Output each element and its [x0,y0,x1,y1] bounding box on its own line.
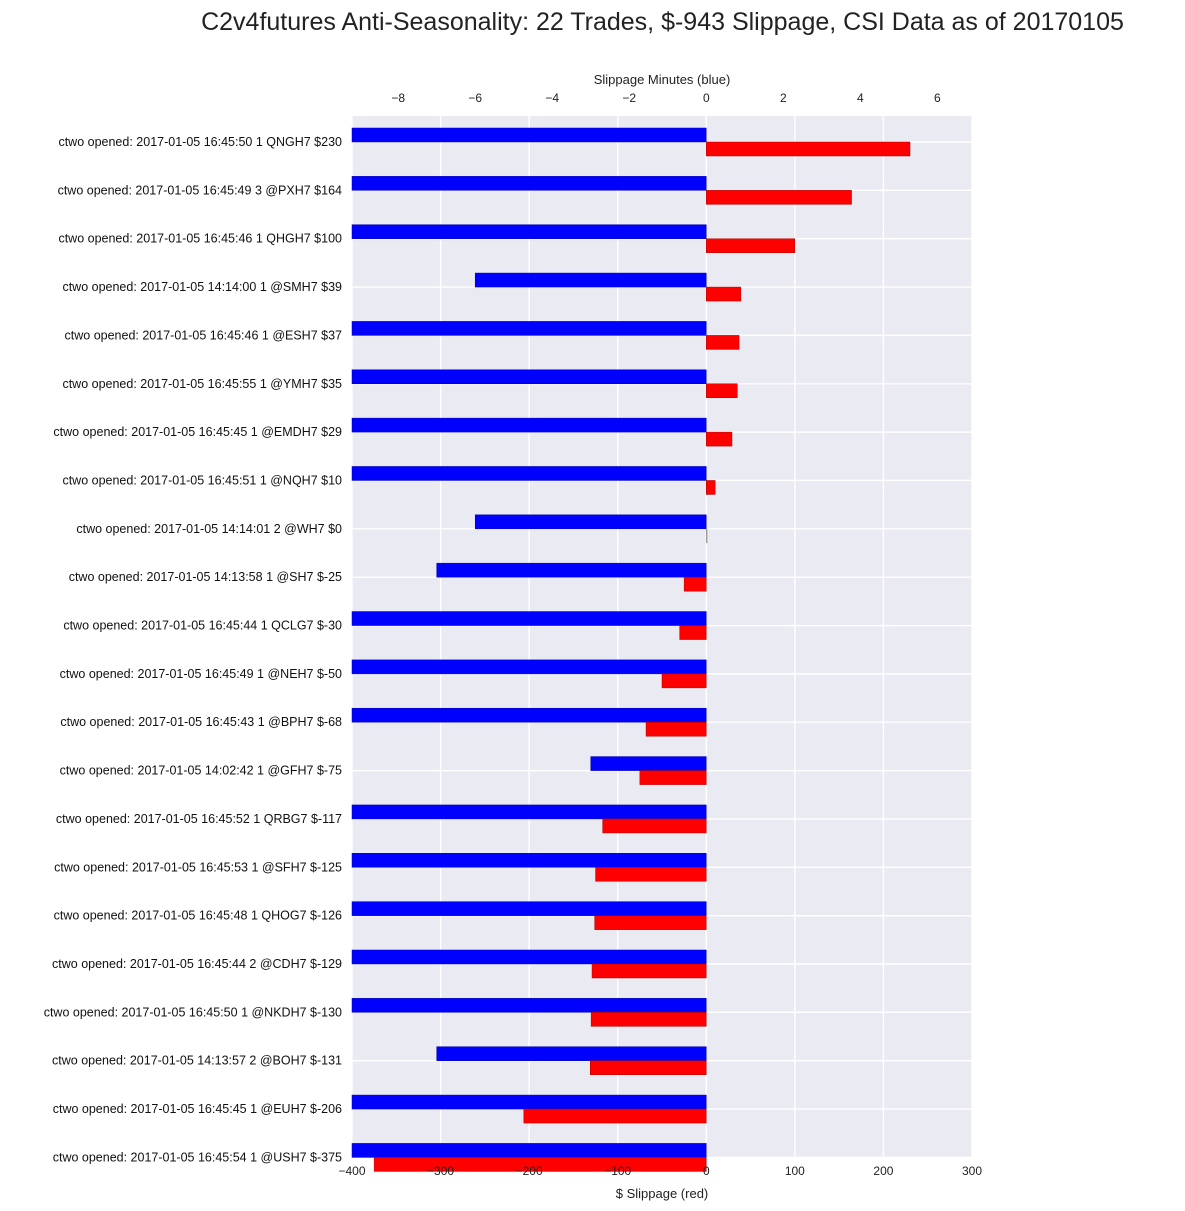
bar-slippage-3 [706,286,742,302]
bottom-tick-label-3: −100 [604,1164,631,1178]
bar-minutes-2 [351,224,707,239]
top-tick-label-6: 4 [857,91,864,105]
bar-slippage-11 [661,673,707,689]
category-label-15: ctwo opened: 2017-01-05 16:45:53 1 @SFH7… [54,860,342,874]
bottom-tick-label-2: −200 [516,1164,543,1178]
bar-minutes-0 [351,127,707,143]
bar-slippage-5 [706,383,738,399]
bar-slippage-8 [706,528,708,544]
bar-minutes-7 [351,466,707,481]
bar-slippage-17 [591,963,707,979]
category-label-13: ctwo opened: 2017-01-05 14:02:42 1 @GFH7… [60,764,342,778]
top-tick-label-3: −2 [622,91,636,105]
bar-slippage-16 [594,915,707,930]
category-label-5: ctwo opened: 2017-01-05 16:45:55 1 @YMH7… [62,377,342,391]
bar-slippage-4 [706,335,740,350]
bar-slippage-2 [706,238,796,253]
bar-slippage-13 [639,770,707,785]
bar-minutes-14 [351,804,707,820]
top-tick-label-2: −4 [545,91,559,105]
category-label-18: ctwo opened: 2017-01-05 16:45:50 1 @NKDH… [44,1005,342,1019]
top-tick-label-4: 0 [703,91,710,105]
category-label-3: ctwo opened: 2017-01-05 14:14:00 1 @SMH7… [62,280,342,294]
bar-minutes-18 [351,998,707,1013]
bar-slippage-21 [373,1157,707,1172]
category-label-10: ctwo opened: 2017-01-05 16:45:44 1 QCLG7… [63,619,342,633]
bar-slippage-6 [706,431,733,447]
bar-slippage-12 [645,721,707,737]
category-label-8: ctwo opened: 2017-01-05 14:14:01 2 @WH7 … [76,522,342,536]
bar-minutes-8 [474,514,707,530]
bar-minutes-12 [351,707,707,723]
bar-minutes-11 [351,659,707,675]
category-label-9: ctwo opened: 2017-01-05 14:13:58 1 @SH7 … [69,570,342,584]
bar-minutes-16 [351,901,707,916]
category-label-20: ctwo opened: 2017-01-05 16:45:45 1 @EUH7… [53,1102,342,1116]
category-label-11: ctwo opened: 2017-01-05 16:45:49 1 @NEH7… [60,667,342,681]
bar-slippage-20 [523,1108,707,1124]
bar-slippage-19 [590,1060,707,1075]
bottom-tick-label-7: 300 [962,1164,982,1178]
bottom-tick-label-6: 200 [873,1164,893,1178]
bar-slippage-10 [679,625,707,640]
bar-minutes-5 [351,369,707,385]
bar-minutes-4 [351,321,707,336]
bar-minutes-19 [436,1046,707,1061]
bar-slippage-0 [706,141,911,157]
bar-slippage-1 [706,190,852,205]
top-tick-label-0: −8 [391,91,405,105]
bar-minutes-1 [351,176,707,191]
bar-minutes-21 [351,1143,707,1158]
category-label-1: ctwo opened: 2017-01-05 16:45:49 3 @PXH7… [58,183,342,197]
category-label-7: ctwo opened: 2017-01-05 16:45:51 1 @NQH7… [62,473,342,487]
chart-title: C2v4futures Anti-Seasonality: 22 Trades,… [201,8,1124,36]
top-tick-label-5: 2 [780,91,787,105]
bar-minutes-17 [351,949,707,965]
bar-minutes-9 [436,562,707,578]
category-label-16: ctwo opened: 2017-01-05 16:45:48 1 QHOG7… [54,909,342,923]
category-label-17: ctwo opened: 2017-01-05 16:45:44 2 @CDH7… [52,957,342,971]
category-label-21: ctwo opened: 2017-01-05 16:45:54 1 @USH7… [53,1150,342,1164]
category-label-14: ctwo opened: 2017-01-05 16:45:52 1 QRBG7… [56,812,342,826]
bar-slippage-15 [595,867,707,882]
category-label-2: ctwo opened: 2017-01-05 16:45:46 1 QHGH7… [58,232,342,246]
top-axis-label: Slippage Minutes (blue) [594,72,731,87]
bottom-tick-label-0: −400 [338,1164,365,1178]
bottom-tick-label-5: 100 [785,1164,805,1178]
bar-minutes-15 [351,853,707,868]
bar-minutes-3 [474,272,707,288]
bar-slippage-18 [590,1012,707,1027]
top-tick-label-1: −6 [468,91,482,105]
category-label-0: ctwo opened: 2017-01-05 16:45:50 1 QNGH7… [58,135,342,149]
bar-slippage-9 [683,576,707,592]
bottom-axis-label: $ Slippage (red) [616,1186,709,1201]
bar-minutes-10 [351,611,707,626]
bottom-tick-label-4: 0 [703,1164,710,1178]
category-label-4: ctwo opened: 2017-01-05 16:45:46 1 @ESH7… [65,328,343,342]
bar-minutes-20 [351,1094,707,1110]
category-label-19: ctwo opened: 2017-01-05 14:13:57 2 @BOH7… [52,1054,342,1068]
bar-minutes-6 [351,417,707,433]
bar-slippage-7 [706,480,716,495]
plot-area [352,116,972,1158]
category-label-6: ctwo opened: 2017-01-05 16:45:45 1 @EMDH… [53,425,342,439]
bar-minutes-13 [590,756,707,771]
category-label-12: ctwo opened: 2017-01-05 16:45:43 1 @BPH7… [60,715,342,729]
bar-slippage-14 [602,818,707,834]
top-tick-label-7: 6 [934,91,941,105]
bottom-tick-label-1: −300 [427,1164,454,1178]
